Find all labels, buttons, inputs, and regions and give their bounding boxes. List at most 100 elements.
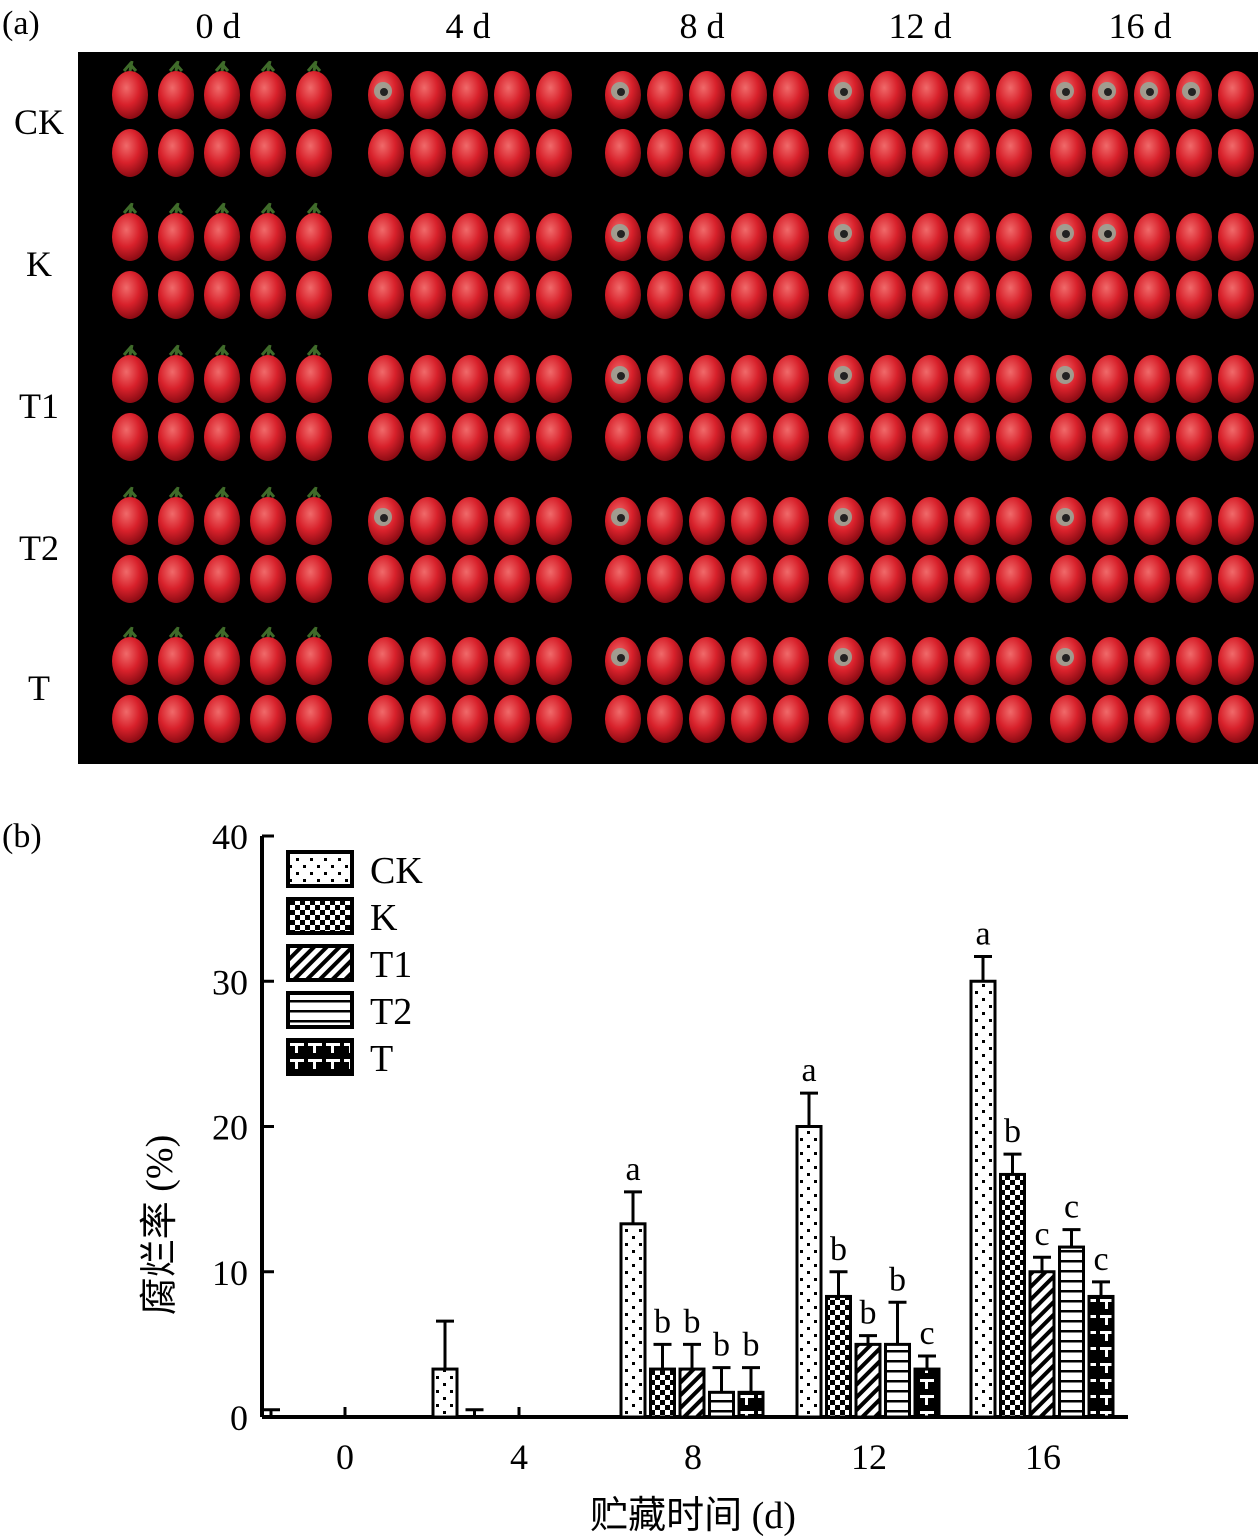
tomato-fruit [368, 129, 404, 177]
tomato-stem [306, 486, 322, 498]
tomato-stem [122, 486, 138, 498]
tomato-fruit [1218, 555, 1254, 603]
tomato-fruit [1218, 271, 1254, 319]
tomato-fruit [773, 497, 809, 545]
tomato-fruit [870, 497, 906, 545]
row-label-t1: T1 [19, 386, 59, 426]
tomato-fruit [605, 129, 641, 177]
tomato-fruit [452, 355, 488, 403]
tomato-fruit [954, 413, 990, 461]
tomato-fruit [1134, 695, 1170, 743]
tomato-fruit [870, 355, 906, 403]
bar-t-8d [737, 1390, 765, 1419]
column-label-8d: 8 d [679, 6, 725, 46]
rot-spot [840, 654, 848, 662]
tomato-fruit [536, 555, 572, 603]
chart-legend: CK K T1 T2 T [286, 850, 423, 1080]
tomato-fruit [112, 71, 148, 119]
bar-k-12d [825, 1294, 852, 1419]
tomato-fruit [494, 695, 530, 743]
tomato-fruit [250, 71, 286, 119]
tomato-group [112, 60, 332, 177]
tomato-group [368, 637, 572, 743]
significance-label: b [889, 1261, 906, 1298]
significance-label: b [830, 1231, 847, 1268]
tomato-fruit [773, 413, 809, 461]
tomato-fruit [204, 213, 240, 261]
tomato-fruit [494, 413, 530, 461]
tomato-fruit [250, 695, 286, 743]
rot-spot [840, 230, 848, 238]
rot-spot [840, 372, 848, 380]
y-tick-label: 0 [230, 1398, 248, 1438]
tomato-group [1050, 71, 1254, 177]
tomato-fruit [250, 555, 286, 603]
x-tick-label: 16 [1025, 1437, 1061, 1477]
tomato-fruit [204, 695, 240, 743]
tomato-fruit [1092, 695, 1128, 743]
tomato-group [605, 71, 809, 177]
tomato-fruit [1176, 637, 1212, 685]
tomato-fruit [996, 213, 1032, 261]
tomato-fruit [452, 71, 488, 119]
column-label-12d: 12 d [888, 6, 952, 46]
tomato-fruit [1134, 497, 1170, 545]
tomato-fruit [158, 695, 194, 743]
tomato-group [368, 355, 572, 461]
tomato-fruit [996, 497, 1032, 545]
tomato-fruit [1092, 413, 1128, 461]
tomato-photo-grid [78, 52, 1258, 764]
tomato-fruit [452, 555, 488, 603]
tomato-fruit [296, 497, 332, 545]
tomato-group [1050, 497, 1254, 603]
tomato-stem [260, 626, 276, 638]
tomato-fruit [828, 129, 864, 177]
tomato-fruit [296, 355, 332, 403]
tomato-fruit [494, 555, 530, 603]
tomato-fruit [296, 637, 332, 685]
tomato-fruit [647, 637, 683, 685]
tomato-stem [214, 486, 230, 498]
tomato-fruit [689, 497, 725, 545]
tomato-fruit [1218, 71, 1254, 119]
tomato-stem [260, 486, 276, 498]
tomato-stem [306, 626, 322, 638]
rot-spot [617, 514, 625, 522]
tomato-group [605, 355, 809, 461]
rot-spot [617, 654, 625, 662]
tomato-fruit [870, 555, 906, 603]
bar-t2-16d [1058, 1245, 1085, 1419]
row-label-ck: CK [13, 102, 64, 142]
tomato-fruit [494, 637, 530, 685]
tomato-fruit [1134, 555, 1170, 603]
tomato-fruit [536, 497, 572, 545]
tomato-fruit [647, 129, 683, 177]
tomato-fruit [112, 497, 148, 545]
tomato-fruit [296, 71, 332, 119]
rot-spot [1104, 230, 1112, 238]
row-label-k: K [26, 244, 52, 284]
tomato-fruit [1218, 355, 1254, 403]
tomato-stem [214, 626, 230, 638]
tomato-fruit [1092, 497, 1128, 545]
tomato-fruit [689, 129, 725, 177]
tomato-fruit [250, 271, 286, 319]
tomato-fruit [410, 413, 446, 461]
tomato-fruit [112, 213, 148, 261]
tomato-fruit [1176, 413, 1212, 461]
tomato-group [605, 637, 809, 743]
tomato-fruit [773, 555, 809, 603]
tomato-fruit [250, 129, 286, 177]
tomato-fruit [112, 413, 148, 461]
tomato-fruit [536, 129, 572, 177]
tomato-fruit [204, 271, 240, 319]
x-tick-label: 8 [684, 1437, 702, 1477]
tomato-group [368, 71, 572, 177]
y-tick-label: 10 [212, 1253, 248, 1293]
tomato-fruit [250, 637, 286, 685]
bar-t-16d [1087, 1294, 1115, 1419]
rot-spot [840, 514, 848, 522]
legend-swatch-k [286, 897, 354, 935]
tomato-fruit [870, 637, 906, 685]
